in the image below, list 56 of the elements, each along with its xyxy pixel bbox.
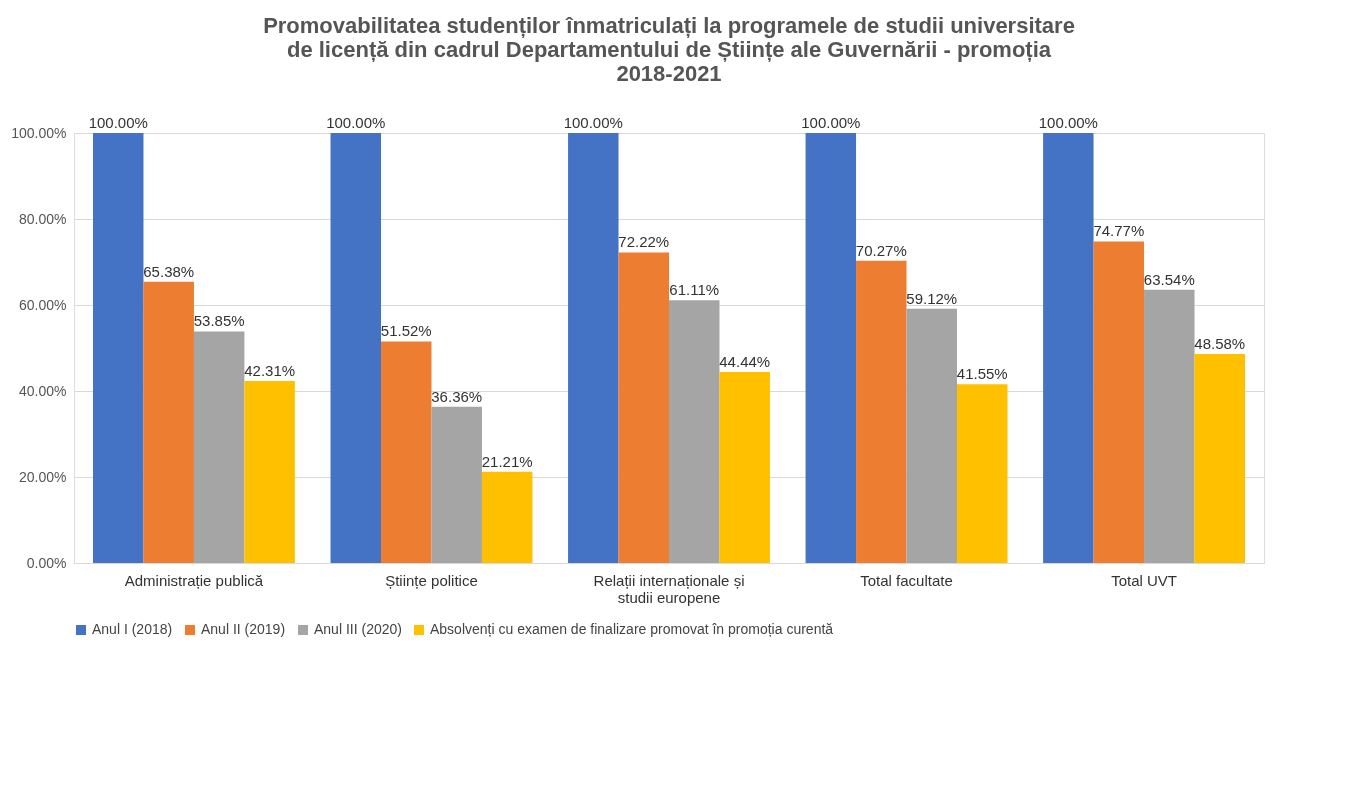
data-label: 72.22% <box>618 233 670 251</box>
y-tick-label: 0.00% <box>26 554 67 571</box>
data-label: 36.36% <box>431 387 483 405</box>
data-label: 41.55% <box>956 365 1008 383</box>
data-label: 100.00% <box>801 114 861 131</box>
bar <box>93 133 144 563</box>
bar <box>906 308 957 563</box>
x-tick-label: Total UVT <box>1111 571 1177 589</box>
bar <box>1093 241 1145 563</box>
x-tick-label: Științe politice <box>385 571 478 589</box>
x-tick-label: Total facultate <box>860 571 953 589</box>
data-label: 100.00% <box>1038 114 1098 131</box>
y-tick-label: 40.00% <box>19 382 67 399</box>
data-label: 59.12% <box>906 289 958 307</box>
data-label: 42.31% <box>244 362 296 380</box>
data-label: 48.58% <box>1194 335 1246 353</box>
data-label: 21.21% <box>481 452 533 470</box>
bar <box>330 133 381 563</box>
data-label: 61.11% <box>669 281 720 299</box>
data-label: 100.00% <box>326 114 386 131</box>
y-tick-label: 100.00% <box>11 124 67 141</box>
bar <box>568 133 619 563</box>
legend-label: Absolvenți cu examen de finalizare promovat în promoția curentă <box>430 621 834 637</box>
bar <box>719 371 770 563</box>
bar <box>1043 133 1094 563</box>
bar <box>381 341 432 563</box>
bar <box>244 381 295 563</box>
data-label: 74.77% <box>1093 222 1145 240</box>
bar <box>193 331 245 563</box>
data-label: 63.54% <box>1143 270 1195 288</box>
data-label: 44.44% <box>719 352 771 370</box>
bar <box>957 384 1008 563</box>
x-tick-label: Administrație publică <box>124 571 264 589</box>
y-tick-label: 80.00% <box>19 210 67 227</box>
legend-label: Anul II (2019) <box>201 621 286 637</box>
bar <box>431 406 482 563</box>
bar <box>856 260 907 563</box>
data-label: 100.00% <box>88 114 148 131</box>
y-tick-label: 20.00% <box>19 468 67 485</box>
data-label: 100.00% <box>563 114 623 131</box>
legend-label: Anul I (2018) <box>92 621 173 637</box>
data-label: 65.38% <box>143 262 195 280</box>
bar <box>669 300 720 563</box>
bar <box>481 471 533 563</box>
bar <box>1194 354 1245 563</box>
bar <box>618 252 669 563</box>
data-label: 51.52% <box>380 322 432 340</box>
data-label: 53.85% <box>193 312 245 330</box>
data-label: 70.27% <box>855 241 907 259</box>
legend-label: Anul III (2020) <box>314 621 402 637</box>
bar <box>143 281 194 563</box>
bar <box>805 133 857 563</box>
bar <box>1144 289 1195 563</box>
y-tick-label: 60.00% <box>19 296 67 313</box>
x-tick-label: Relații internaționale și studii europene <box>593 571 745 606</box>
chart-title: Promovabilitatea studenților înmatriculați la programele de studii universitare de licență din cadrul Departamentului de Științe ale Guvernării - promoția 2018-2021 <box>263 13 1075 86</box>
